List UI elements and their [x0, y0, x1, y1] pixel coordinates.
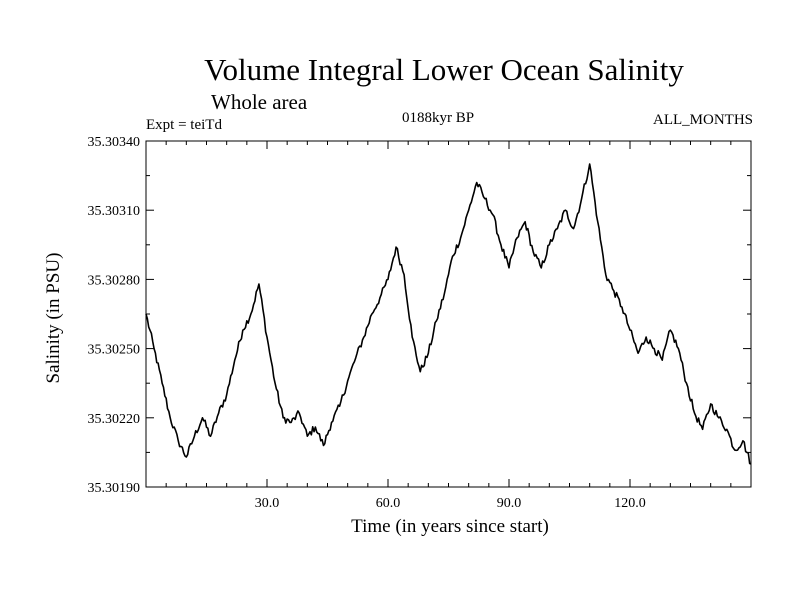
experiment-label: Expt = teiTd — [146, 117, 222, 133]
series-layer — [145, 163, 752, 465]
x-tick-label: 60.0 — [376, 496, 401, 511]
y-tick-label: 35.30250 — [88, 343, 141, 358]
y-tick-label: 35.30310 — [88, 204, 141, 219]
chart-subtitle: Whole area — [211, 90, 308, 114]
tick-labels: 30.0 60.0 90.0 120.0 35.30190 35.30220 35.3025… — [88, 135, 646, 511]
x-tick-label: 30.0 — [255, 496, 280, 511]
x-tick-label: 90.0 — [497, 496, 522, 511]
y-tick-label: 35.30220 — [88, 412, 141, 427]
months-label: ALL_MONTHS — [653, 112, 753, 128]
series-line-salinity — [145, 163, 752, 465]
chart-title: Volume Integral Lower Ocean Salinity — [204, 52, 684, 87]
period-label: 0188kyr BP — [402, 110, 475, 126]
y-tick-label: 35.30340 — [88, 135, 141, 150]
axis-ticks — [146, 140, 751, 488]
y-tick-label: 35.30190 — [88, 481, 141, 496]
x-axis-title: Time (in years since start) — [351, 516, 549, 537]
y-tick-label: 35.30280 — [88, 273, 141, 288]
plot-frame — [145, 140, 752, 488]
x-tick-label: 120.0 — [614, 496, 646, 511]
